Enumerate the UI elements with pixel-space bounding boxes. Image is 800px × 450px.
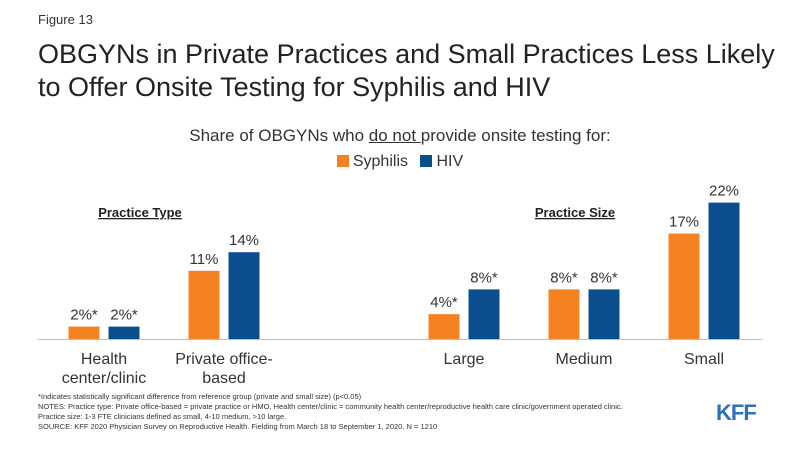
legend-item-syphilis: Syphilis xyxy=(336,153,408,171)
group-header-practice-size: Practice Size xyxy=(535,205,615,220)
category-label-private-office-based-line-2: based xyxy=(202,370,246,387)
chart-legend: Syphilis HIV xyxy=(0,153,800,171)
group-header-practice-type: Practice Type xyxy=(98,205,182,220)
bar-hiv-health-center-clinic xyxy=(108,326,140,339)
subtitle-after: provide onsite testing for: xyxy=(420,126,611,145)
subtitle-underlined: do not xyxy=(368,126,421,145)
bar-syphilis-private-office-based xyxy=(188,270,220,339)
data-label-hiv-private-office-based: 14% xyxy=(229,232,259,249)
figure-label: Figure 13 xyxy=(38,12,93,27)
legend-swatch-hiv xyxy=(420,155,433,167)
data-label-syphilis-large: 4%* xyxy=(430,294,458,311)
bar-syphilis-medium xyxy=(548,289,580,339)
data-label-syphilis-medium: 8%* xyxy=(550,269,578,286)
note-significance: *Indicates statistically significant dif… xyxy=(38,392,362,401)
data-label-syphilis-private-office-based: 11% xyxy=(190,251,219,268)
category-label-health-center-clinic-line-2: center/clinic xyxy=(62,370,146,387)
category-label-private-office-based-line-1: Private office- xyxy=(175,351,273,368)
subtitle-before: Share of OBGYNs who xyxy=(189,126,369,145)
legend-label-hiv: HIV xyxy=(436,153,464,170)
category-label-small: Small xyxy=(684,351,724,368)
chart-notes: *Indicates statistically significant dif… xyxy=(38,392,698,432)
bar-hiv-private-office-based xyxy=(228,252,260,339)
bar-syphilis-large xyxy=(428,314,460,339)
bar-hiv-large xyxy=(468,289,500,339)
data-label-hiv-health-center-clinic: 2%* xyxy=(110,307,138,324)
bar-hiv-small xyxy=(708,202,740,339)
kff-logo: KFF xyxy=(716,400,757,425)
data-label-hiv-large: 8%* xyxy=(470,269,498,286)
data-label-hiv-small: 22% xyxy=(709,183,739,200)
note-source: SOURCE: KFF 2020 Physician Survey on Rep… xyxy=(38,422,438,431)
bar-chart: Practice Type Practice Size 2%* 2%* Health ce… xyxy=(38,183,762,387)
data-label-syphilis-small: 17% xyxy=(669,214,699,231)
data-label-hiv-medium: 8%* xyxy=(590,269,618,286)
category-label-health-center-clinic-line-1: Health xyxy=(81,351,127,368)
legend-swatch-syphilis xyxy=(336,155,349,167)
bar-syphilis-health-center-clinic xyxy=(68,326,100,339)
category-label-large: Large xyxy=(444,351,485,368)
legend-item-hiv: HIV xyxy=(420,153,463,171)
category-label-medium: Medium xyxy=(556,351,613,368)
chart-subtitle: Share of OBGYNs who do not provide onsit… xyxy=(0,126,800,146)
note-practice-size: Practice size: 1-3 FTE clinicians define… xyxy=(38,412,287,421)
chart-title: OBGYNs in Private Practices and Small Pr… xyxy=(38,39,775,102)
bar-syphilis-small xyxy=(668,233,700,339)
bar-hiv-medium xyxy=(588,289,620,339)
note-practice-type: NOTES: Practice type: Private office-bas… xyxy=(38,402,623,411)
legend-label-syphilis: Syphilis xyxy=(352,153,408,170)
data-label-syphilis-health-center-clinic: 2%* xyxy=(70,307,98,324)
